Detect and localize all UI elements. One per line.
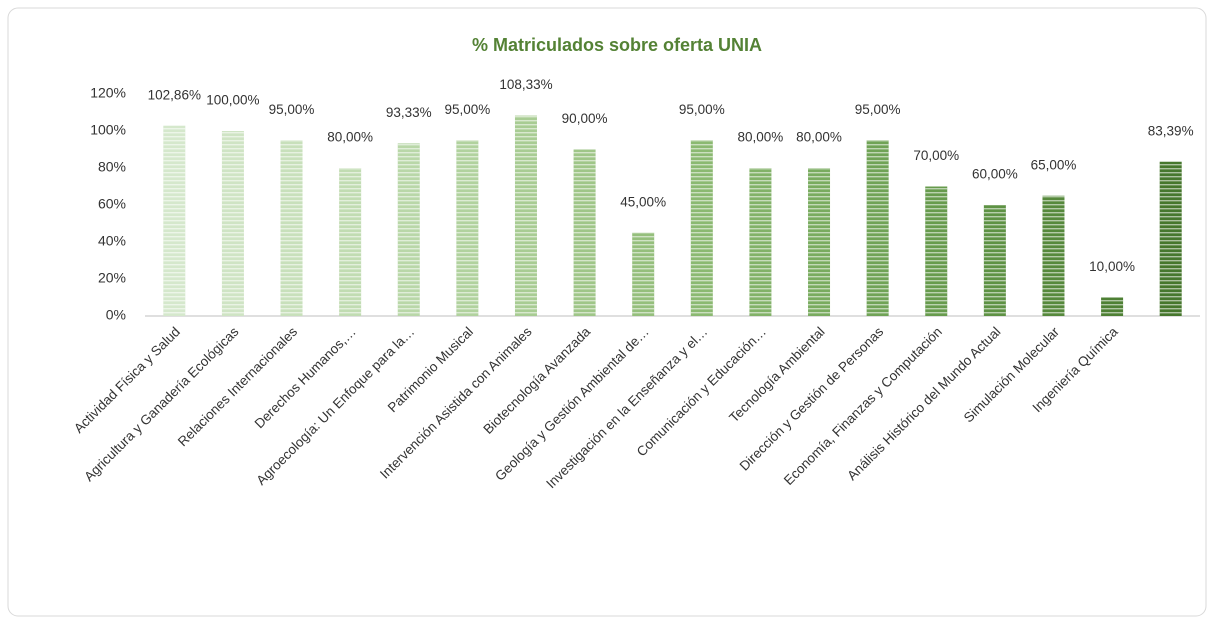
bar-stripes xyxy=(925,186,948,316)
value-label: 100,00% xyxy=(206,93,259,108)
value-label: 60,00% xyxy=(972,167,1018,182)
value-label: 45,00% xyxy=(620,194,666,209)
value-label: 93,33% xyxy=(386,105,432,120)
value-label: 10,00% xyxy=(1089,259,1135,274)
value-label: 95,00% xyxy=(444,102,490,117)
value-label: 80,00% xyxy=(327,130,373,145)
bar-stripes xyxy=(983,205,1006,316)
bar-stripes xyxy=(866,140,889,316)
value-label: 65,00% xyxy=(1031,157,1077,172)
bar-stripes xyxy=(808,168,831,316)
value-label: 108,33% xyxy=(499,77,552,92)
bar-stripes xyxy=(632,232,655,316)
bar-stripes xyxy=(1042,195,1065,316)
value-label: 70,00% xyxy=(913,148,959,163)
value-label: 95,00% xyxy=(679,102,725,117)
y-tick-label: 100% xyxy=(90,122,126,138)
bar-stripes xyxy=(456,140,479,316)
chart-border xyxy=(7,7,1207,617)
y-tick-label: 0% xyxy=(106,307,126,323)
bar-stripes xyxy=(1159,161,1182,316)
value-label: 90,00% xyxy=(562,111,608,126)
value-label: 83,39% xyxy=(1148,123,1194,138)
bar-stripes xyxy=(1101,297,1124,316)
y-tick-label: 120% xyxy=(90,85,126,101)
bar-stripes xyxy=(690,140,713,316)
bar-stripes xyxy=(221,131,244,316)
y-tick-label: 80% xyxy=(98,159,126,175)
bar-stripes xyxy=(163,125,186,316)
bar-stripes xyxy=(339,168,362,316)
bar-stripes xyxy=(280,140,303,316)
y-tick-label: 40% xyxy=(98,233,126,249)
bar-stripes xyxy=(573,149,596,316)
value-label: 80,00% xyxy=(796,130,842,145)
value-label: 102,86% xyxy=(148,87,201,102)
bar-stripes xyxy=(514,115,537,316)
value-label: 95,00% xyxy=(269,102,315,117)
value-label: 95,00% xyxy=(855,102,901,117)
value-label: 80,00% xyxy=(738,130,784,145)
y-tick-label: 20% xyxy=(98,270,126,286)
bar-stripes xyxy=(397,143,420,316)
chart-title: % Matriculados sobre oferta UNIA xyxy=(472,35,762,55)
bar-stripes xyxy=(749,168,772,316)
y-tick-label: 60% xyxy=(98,196,126,212)
